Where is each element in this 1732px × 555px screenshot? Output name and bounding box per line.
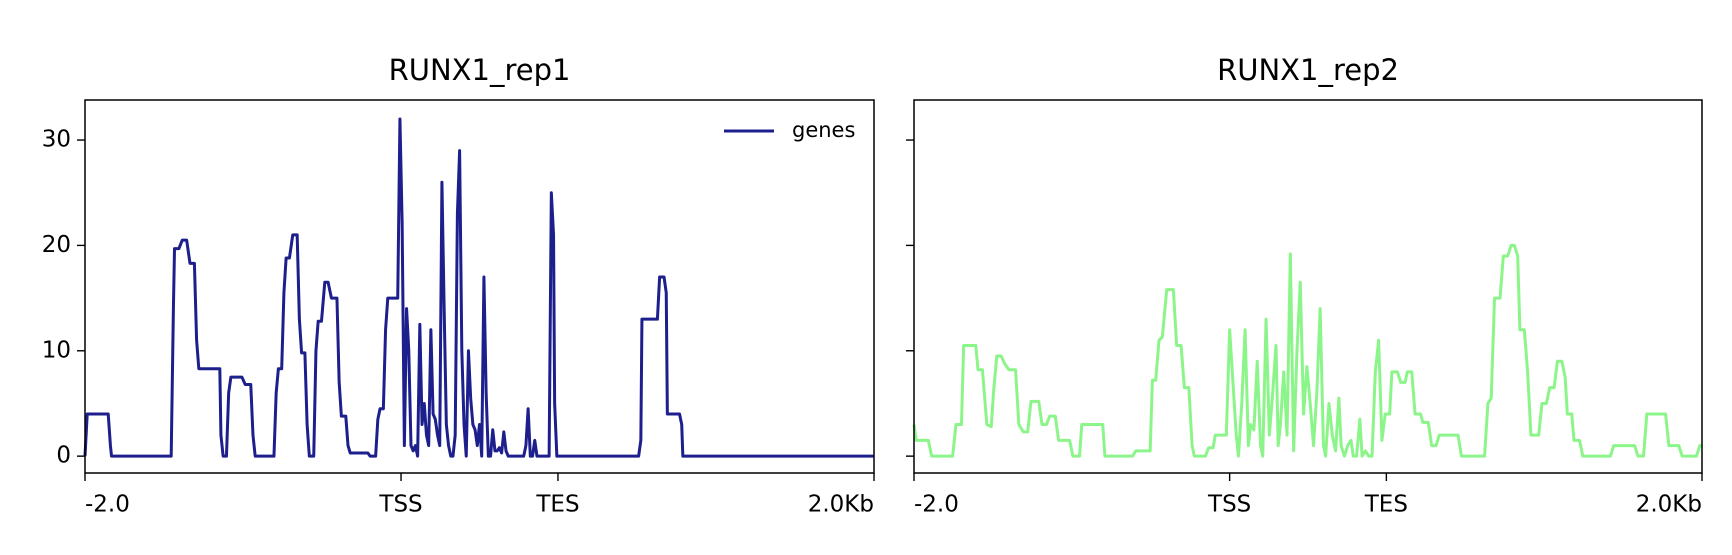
panel-title: RUNX1_rep1: [389, 53, 571, 87]
x-tick-label: TES: [535, 492, 579, 518]
x-tick-label: -2.0: [914, 492, 959, 518]
data-line: [912, 243, 1702, 458]
y-tick-label: 10: [42, 337, 71, 363]
panel: RUNX1_rep2 -2.0 TSS TES 2.0Kb: [906, 53, 1703, 518]
x-tick-label: TSS: [1207, 492, 1251, 518]
x-tick-label: 2.0Kb: [1636, 492, 1702, 518]
panel: RUNX1_rep1 0 10 20 30 -2.0 TSS TES 2.0Kb genes: [42, 53, 875, 518]
y-tick-label: 30: [42, 127, 71, 153]
panel-title: RUNX1_rep2: [1217, 53, 1399, 87]
data-line: [83, 117, 874, 458]
x-tick-label: TSS: [378, 492, 422, 518]
y-tick-label: 0: [56, 443, 71, 469]
plot-frame: [913, 99, 1703, 474]
legend-label: genes: [792, 118, 855, 142]
x-tick-label: 2.0Kb: [808, 492, 874, 518]
x-tick-label: -2.0: [85, 492, 130, 518]
x-tick-label: TES: [1364, 492, 1408, 518]
plot-frame: [84, 99, 875, 474]
y-tick-label: 20: [42, 232, 71, 258]
